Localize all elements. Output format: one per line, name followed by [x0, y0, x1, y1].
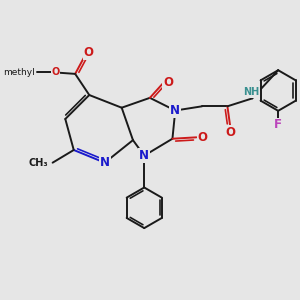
- Text: NH: NH: [243, 87, 259, 97]
- Text: O: O: [83, 46, 93, 59]
- Text: CH₃: CH₃: [29, 158, 48, 168]
- Text: F: F: [274, 118, 282, 131]
- Text: methyl: methyl: [3, 68, 35, 77]
- Text: N: N: [139, 149, 149, 162]
- Text: O: O: [198, 131, 208, 144]
- Text: O: O: [51, 67, 60, 77]
- Text: N: N: [100, 156, 110, 169]
- Text: O: O: [163, 76, 173, 89]
- Text: O: O: [225, 126, 235, 139]
- Text: N: N: [170, 104, 180, 117]
